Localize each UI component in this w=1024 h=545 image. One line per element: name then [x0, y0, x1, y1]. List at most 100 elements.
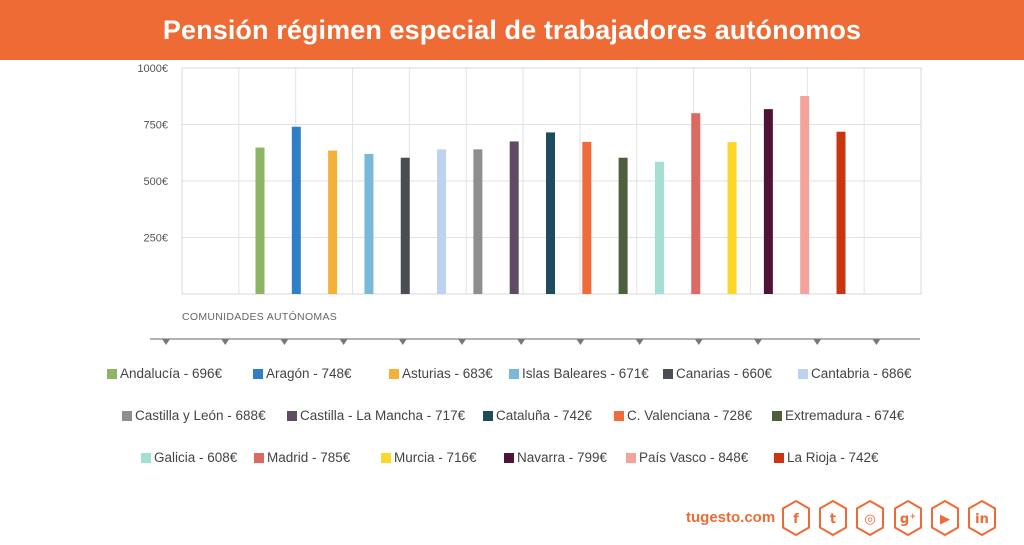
y-tick-label: 250€	[144, 233, 168, 245]
axis-tick-marker	[162, 339, 170, 345]
axis-tick-marker	[754, 339, 762, 345]
bar	[836, 131, 846, 294]
axis-tick-marker	[339, 339, 348, 345]
legend-label: Madrid - 785€	[267, 450, 351, 465]
legend-swatch	[287, 410, 297, 421]
axis-tick-marker	[576, 339, 585, 345]
legend-label: Castilla y León - 688€	[135, 408, 266, 423]
title-banner: Pensión régimen especial de trabajadores…	[0, 0, 1024, 60]
legend-label: Islas Baleares - 671€	[522, 366, 649, 381]
legend-swatch	[798, 368, 808, 379]
legend-item: Canarias - 660€	[663, 366, 772, 381]
legend-item: Navarra - 799€	[504, 450, 607, 465]
y-tick-label: 500€	[144, 176, 168, 188]
legend-swatch	[107, 368, 117, 379]
youtube-icon[interactable]: ▶	[928, 498, 962, 538]
legend-label: Castilla - La Mancha - 717€	[300, 408, 466, 423]
bar	[727, 142, 737, 294]
legend-label: Cataluña - 742€	[496, 408, 593, 423]
legend-swatch	[626, 452, 636, 463]
legend-label: Canarias - 660€	[676, 366, 773, 381]
y-tick-label: 750€	[144, 120, 168, 132]
legend-swatch	[253, 368, 263, 379]
bar	[800, 96, 810, 294]
bar	[400, 157, 410, 294]
axis-tick-marker	[694, 339, 703, 345]
legend-swatch	[509, 368, 519, 379]
legend-item: Andalucía - 696€	[107, 366, 222, 381]
legend-swatch	[141, 452, 151, 463]
y-tick-label: 1000€	[137, 63, 168, 75]
svg-text:▶: ▶	[940, 512, 950, 527]
bar	[255, 147, 265, 294]
legend-label: C. Valenciana - 728€	[627, 408, 753, 423]
twitter-icon[interactable]: t	[816, 498, 850, 538]
chart-title: Pensión régimen especial de trabajadores…	[162, 14, 862, 45]
axis-tick-marker	[872, 339, 881, 345]
axis-tick-marker	[280, 339, 289, 345]
legend-item: La Rioja - 742€	[774, 450, 879, 465]
axis-tick-marker	[398, 339, 407, 345]
legend-item: Galicia - 608€	[141, 450, 237, 465]
legend-item: Castilla y León - 688€	[122, 408, 266, 423]
legend-item: País Vasco - 848€	[626, 450, 748, 465]
legend-label: Murcia - 716€	[394, 450, 477, 465]
bar	[618, 157, 628, 294]
bar	[291, 126, 301, 294]
legend-label: Cantabria - 686€	[811, 366, 912, 381]
axis-tick-marker	[221, 339, 230, 345]
bar	[509, 141, 519, 294]
brand-link[interactable]: tugesto.com	[686, 509, 776, 526]
svg-text:t: t	[830, 512, 836, 527]
legend-swatch	[772, 410, 782, 421]
legend-swatch	[381, 452, 391, 463]
legend-item: Extremadura - 674€	[772, 408, 904, 423]
legend-label: La Rioja - 742€	[787, 450, 879, 465]
bar	[582, 141, 592, 294]
legend-item: Madrid - 785€	[254, 450, 350, 465]
legend-label: Navarra - 799€	[517, 450, 608, 465]
bar	[763, 109, 773, 294]
axis-tick-marker	[517, 339, 526, 345]
axis-tick-marker	[635, 339, 644, 345]
axis-tick-marker	[813, 339, 822, 345]
instagram-icon[interactable]: ◎	[853, 498, 887, 538]
legend-label: Asturias - 683€	[402, 366, 493, 381]
legend-item: Asturias - 683€	[389, 366, 493, 381]
linkedin-icon[interactable]: in	[965, 498, 999, 538]
bar	[364, 153, 374, 294]
bar	[546, 132, 555, 294]
svg-text:in: in	[975, 512, 989, 527]
bar	[437, 149, 447, 294]
legend-label: Extremadura - 674€	[785, 408, 905, 423]
legend-label: Andalucía - 696€	[120, 366, 223, 381]
legend-item: Murcia - 716€	[381, 450, 477, 465]
facebook-icon[interactable]: f	[779, 498, 813, 538]
legend-label: Aragón - 748€	[266, 366, 352, 381]
bar	[473, 149, 483, 294]
x-axis-label: COMUNIDADES AUTÓNOMAS	[182, 310, 337, 323]
legend-swatch	[122, 410, 132, 421]
axis-tick-marker	[458, 339, 466, 345]
legend-swatch	[389, 368, 399, 379]
bar-chart: 250€ 500€ 750€ 1000€ COMUNIDADES AUTÓNOMAS	[137, 63, 922, 345]
legend-item: Aragón - 748€	[253, 366, 352, 381]
bar	[654, 161, 664, 294]
legend-item: Cantabria - 686€	[798, 366, 912, 381]
google-plus-icon[interactable]: g⁺	[891, 498, 925, 538]
svg-text:f: f	[793, 512, 799, 527]
legend-item: Islas Baleares - 671€	[509, 366, 649, 381]
legend-label: Galicia - 608€	[154, 450, 238, 465]
svg-text:◎: ◎	[865, 512, 876, 527]
svg-text:g⁺: g⁺	[900, 512, 916, 527]
legend-swatch	[504, 452, 514, 463]
legend-swatch	[663, 368, 673, 379]
legend-item: C. Valenciana - 728€	[614, 408, 752, 423]
legend-swatch	[254, 452, 264, 463]
legend-swatch	[483, 410, 493, 421]
legend-item: Castilla - La Mancha - 717€	[287, 408, 465, 423]
legend-swatch	[774, 452, 784, 463]
bar	[328, 150, 338, 294]
bar	[691, 113, 701, 294]
legend-label: País Vasco - 848€	[639, 450, 749, 465]
